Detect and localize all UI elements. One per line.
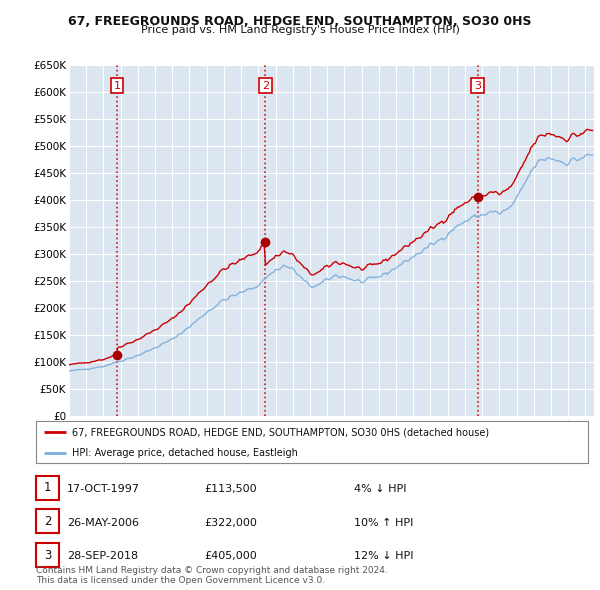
Text: HPI: Average price, detached house, Eastleigh: HPI: Average price, detached house, East… [72,448,298,457]
Text: 28-SEP-2018: 28-SEP-2018 [67,551,139,561]
Text: Contains HM Land Registry data © Crown copyright and database right 2024.
This d: Contains HM Land Registry data © Crown c… [36,566,388,585]
Text: 3: 3 [474,81,481,91]
Text: 17-OCT-1997: 17-OCT-1997 [67,484,140,494]
Text: 2: 2 [262,81,269,91]
Text: Price paid vs. HM Land Registry's House Price Index (HPI): Price paid vs. HM Land Registry's House … [140,25,460,35]
Text: 67, FREEGROUNDS ROAD, HEDGE END, SOUTHAMPTON, SO30 0HS: 67, FREEGROUNDS ROAD, HEDGE END, SOUTHAM… [68,15,532,28]
Text: £113,500: £113,500 [204,484,257,494]
Text: 26-MAY-2006: 26-MAY-2006 [67,517,139,527]
Text: 4% ↓ HPI: 4% ↓ HPI [354,484,407,494]
Text: £405,000: £405,000 [204,551,257,561]
Text: 12% ↓ HPI: 12% ↓ HPI [354,551,413,561]
Text: 1: 1 [113,81,121,91]
Text: 1: 1 [44,481,51,494]
Text: 2: 2 [44,515,51,528]
Text: £322,000: £322,000 [204,517,257,527]
Text: 3: 3 [44,549,51,562]
Text: 10% ↑ HPI: 10% ↑ HPI [354,517,413,527]
Text: 67, FREEGROUNDS ROAD, HEDGE END, SOUTHAMPTON, SO30 0HS (detached house): 67, FREEGROUNDS ROAD, HEDGE END, SOUTHAM… [72,427,489,437]
